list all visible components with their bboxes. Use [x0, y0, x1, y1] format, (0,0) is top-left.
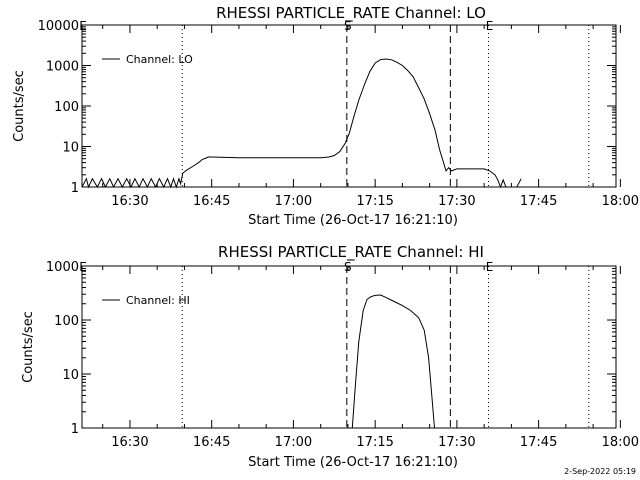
y-tick-label: 1000 — [46, 60, 79, 75]
series-line — [81, 58, 522, 189]
x-tick-label: 17:45 — [520, 435, 557, 450]
footer-timestamp: 2-Sep-2022 05:19 — [564, 467, 636, 476]
plot-frame — [81, 265, 617, 429]
legend-label: Channel: HI — [126, 294, 190, 307]
x-tick-label: 18:00 — [602, 435, 639, 450]
y-tick-label: 100 — [54, 314, 79, 329]
chart-panel-1: RHESSI PARTICLE_RATE Channel: HISEE16:30… — [21, 243, 639, 470]
event-marker-label: E — [79, 260, 87, 274]
x-tick-label: 16:45 — [193, 435, 230, 450]
plot-frame — [81, 24, 617, 188]
y-tick-label: 10 — [62, 141, 79, 156]
x-tick-label: 17:45 — [520, 194, 557, 209]
x-tick-label: 16:30 — [111, 194, 148, 209]
x-tick-label: 18:00 — [602, 194, 639, 209]
y-tick-label: 100 — [54, 100, 79, 115]
event-marker-label: E — [486, 260, 494, 274]
event-marker-label: E — [486, 19, 494, 33]
event-marker-label: E — [79, 19, 87, 33]
series-line — [351, 294, 435, 429]
y-tick-label: 10 — [62, 368, 79, 383]
x-tick-label: 17:15 — [356, 435, 393, 450]
chart-panel-0: RHESSI PARTICLE_RATE Channel: LOSEE16:30… — [12, 4, 639, 228]
y-tick-label: 1000 — [46, 260, 79, 275]
x-axis-label: Start Time (26-Oct-17 16:21:10) — [248, 455, 458, 470]
y-axis-label: Counts/sec — [12, 70, 27, 142]
x-tick-label: 17:15 — [356, 194, 393, 209]
x-tick-label: 16:30 — [111, 435, 148, 450]
x-tick-label: 17:30 — [438, 435, 475, 450]
x-tick-label: 17:00 — [275, 194, 312, 209]
y-tick-label: 10000 — [38, 19, 79, 34]
x-axis-label: Start Time (26-Oct-17 16:21:10) — [248, 213, 458, 228]
x-tick-label: 17:00 — [275, 435, 312, 450]
y-tick-label: 1 — [71, 181, 79, 196]
chart-title: RHESSI PARTICLE_RATE Channel: LO — [216, 4, 486, 23]
y-axis-label: Counts/sec — [21, 311, 36, 383]
chart-title: RHESSI PARTICLE_RATE Channel: HI — [218, 243, 484, 262]
x-tick-label: 16:45 — [193, 194, 230, 209]
legend-label: Channel: LO — [126, 53, 193, 66]
y-tick-label: 1 — [71, 422, 79, 437]
x-tick-label: 17:30 — [438, 194, 475, 209]
